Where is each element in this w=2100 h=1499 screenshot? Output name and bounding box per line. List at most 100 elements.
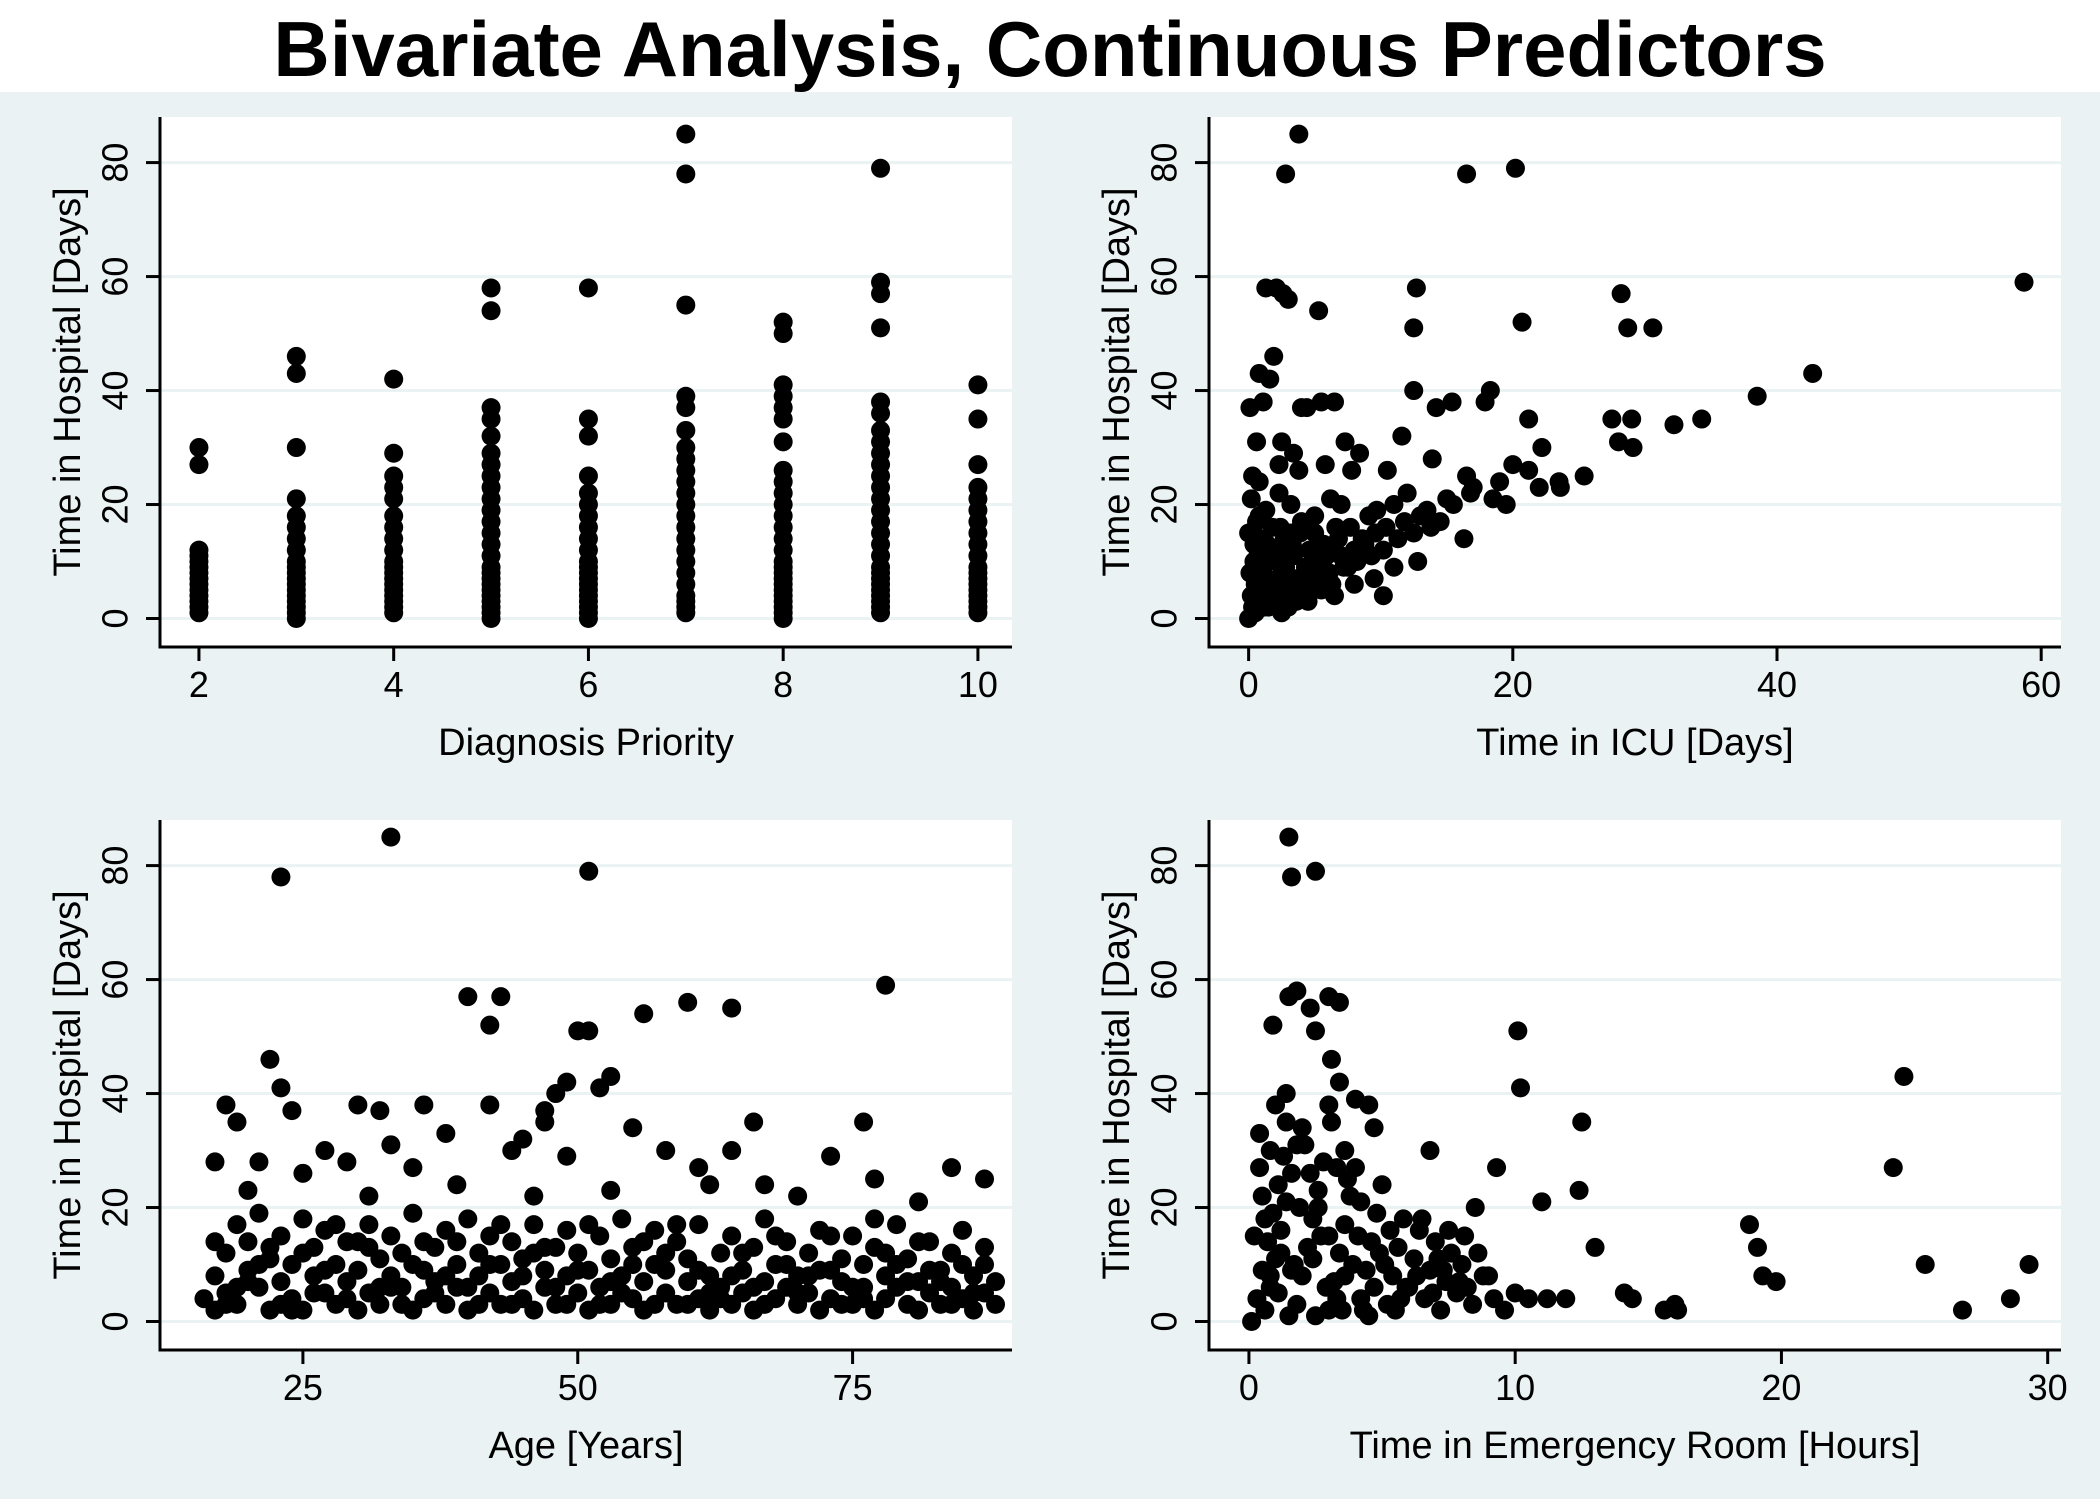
data-point — [865, 1169, 885, 1189]
data-point — [1321, 489, 1341, 509]
x-tick-label: 25 — [283, 1367, 323, 1408]
data-point — [1372, 1175, 1392, 1195]
data-point — [384, 489, 404, 509]
data-point — [1272, 432, 1292, 452]
data-point — [1442, 392, 1462, 412]
data-point — [711, 1243, 731, 1263]
data-point — [1282, 1260, 1302, 1280]
data-point — [282, 1300, 302, 1320]
data-point — [1425, 1232, 1445, 1252]
data-point — [381, 1226, 401, 1246]
data-point — [1249, 472, 1269, 492]
data-point — [260, 1049, 280, 1069]
data-point — [1915, 1255, 1935, 1275]
data-point — [810, 1260, 830, 1280]
data-point — [348, 1232, 368, 1252]
data-point — [189, 455, 209, 475]
data-point — [986, 1294, 1006, 1314]
data-point — [1255, 1209, 1275, 1229]
data-point — [189, 603, 209, 623]
chart-panel-4: 0 20 40 60 80 0 10 20 30 Time in Emergency Room [… — [1096, 820, 2068, 1467]
data-point — [1264, 346, 1284, 366]
data-point — [854, 1255, 874, 1275]
data-point — [1465, 1198, 1485, 1218]
y-tick-label: 80 — [1144, 143, 1185, 183]
data-point — [578, 609, 598, 629]
data-point — [612, 1283, 632, 1303]
data-point — [1263, 1015, 1283, 1035]
x-tick-label: 10 — [1495, 1367, 1535, 1408]
data-point — [1276, 164, 1296, 184]
data-point — [480, 1095, 500, 1115]
data-point — [1306, 1021, 1325, 1041]
data-point — [1271, 1243, 1291, 1263]
data-point — [1408, 552, 1428, 572]
figure-title-band: Bivariate Analysis, Continuous Predictor… — [0, 0, 2100, 93]
data-point — [447, 1175, 467, 1195]
data-point — [370, 1277, 390, 1297]
data-point — [293, 1209, 313, 1229]
data-point — [282, 1101, 302, 1121]
data-point — [1423, 1283, 1443, 1303]
data-point — [381, 1135, 401, 1155]
data-point — [535, 1260, 555, 1280]
data-point — [227, 1112, 247, 1132]
data-point — [1422, 449, 1442, 469]
data-point — [1351, 1192, 1371, 1212]
data-point — [1256, 278, 1276, 298]
data-point — [286, 489, 306, 509]
data-point — [773, 409, 793, 429]
data-point — [271, 867, 291, 887]
data-point — [968, 455, 988, 475]
data-point — [205, 1266, 225, 1286]
data-point — [205, 1152, 225, 1172]
data-point — [1282, 867, 1302, 887]
chart-panel-2: 0 20 40 60 80 0 20 40 60 Time in ICU [Days] Time i… — [1096, 117, 2061, 764]
data-point — [656, 1260, 676, 1280]
data-point — [1268, 1283, 1288, 1303]
data-point — [843, 1226, 863, 1246]
y-axis-label: Time in Hospital [Days] — [1096, 890, 1138, 1279]
data-point — [1324, 392, 1344, 412]
data-point — [1308, 1180, 1328, 1200]
data-point — [590, 1294, 610, 1314]
data-point — [579, 1021, 599, 1041]
data-point — [359, 1186, 379, 1206]
data-point — [304, 1283, 324, 1303]
x-tick-label: 75 — [833, 1367, 873, 1408]
data-point — [1319, 1226, 1339, 1246]
data-point — [1608, 432, 1628, 452]
data-point — [1315, 455, 1335, 475]
data-point — [601, 1249, 621, 1269]
data-point — [700, 1175, 720, 1195]
data-point — [1268, 540, 1288, 560]
data-point — [667, 1215, 687, 1235]
data-point — [216, 1294, 236, 1314]
x-axis-label: Age [Years] — [488, 1425, 683, 1467]
data-point — [676, 420, 696, 440]
data-point — [491, 987, 511, 1007]
data-point — [1240, 398, 1260, 418]
data-point — [436, 1266, 456, 1286]
data-point — [1266, 1095, 1286, 1115]
data-point — [513, 1266, 533, 1286]
data-point — [871, 158, 891, 178]
data-point — [975, 1255, 995, 1275]
data-point — [1306, 1306, 1325, 1326]
data-point — [1457, 164, 1477, 184]
data-point — [1284, 443, 1304, 463]
x-axis-label: Time in Emergency Room [Hours] — [1350, 1425, 1921, 1467]
data-point — [370, 1101, 390, 1121]
data-point — [1364, 1277, 1384, 1297]
data-point — [2000, 1289, 2020, 1309]
chart-panel-3: 0 20 40 60 80 25 50 75 Age [Years] Time in Hospit… — [47, 820, 1012, 1467]
data-point — [1431, 1300, 1451, 1320]
data-point — [601, 1180, 621, 1200]
data-point — [689, 1260, 709, 1280]
data-point — [481, 609, 501, 629]
data-point — [1373, 586, 1393, 606]
data-point — [968, 375, 988, 395]
data-point — [689, 1158, 709, 1178]
data-point — [481, 426, 501, 446]
data-point — [1549, 472, 1569, 492]
